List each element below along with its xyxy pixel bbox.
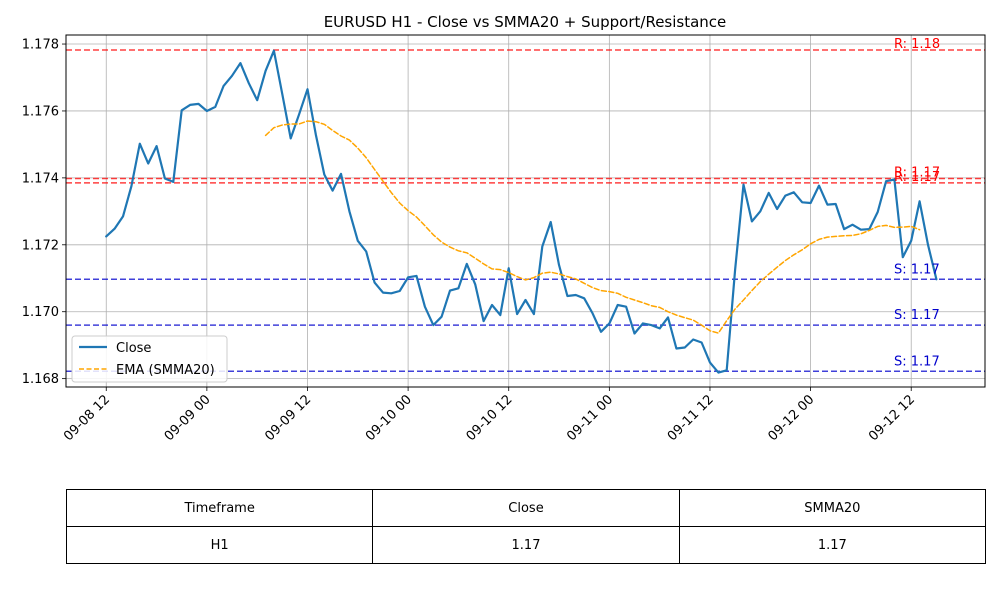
x-tick-label: 09-11 12 (665, 392, 717, 444)
table-cell-timeframe: H1 (65, 526, 374, 564)
table-header-row: Timeframe Close SMMA20 (65, 489, 987, 527)
x-tick-label: 09-08 12 (61, 392, 113, 444)
table-header-timeframe: Timeframe (65, 489, 374, 527)
resistance-label: R: 1.18 (894, 37, 940, 52)
table-cell-close: 1.17 (372, 526, 680, 564)
resistance-label: R: 1.17 (894, 170, 940, 185)
y-tick-label: 1.178 (22, 38, 59, 53)
legend-box (71, 335, 228, 383)
y-tick-label: 1.168 (22, 372, 59, 387)
table-row: H1 1.17 1.17 (65, 526, 987, 564)
y-tick-label: 1.174 (22, 171, 59, 186)
x-tick-label: 09-10 12 (464, 392, 516, 444)
y-tick-label: 1.176 (22, 104, 59, 119)
support-resistance-lines (66, 49, 985, 373)
x-tick-label: 09-10 00 (363, 392, 415, 444)
legend-smma-label: EMA (SMMA20) (116, 363, 215, 378)
x-tick-label: 09-11 00 (564, 392, 616, 444)
grid (66, 35, 985, 387)
plot-frame (65, 34, 986, 388)
legend: Close EMA (SMMA20) (71, 335, 228, 383)
x-tick-label: 09-12 12 (866, 392, 918, 444)
close-line (105, 49, 938, 374)
support-label: S: 1.17 (894, 354, 940, 369)
y-tick-label: 1.170 (22, 305, 59, 320)
x-tick-label: 09-09 00 (162, 392, 214, 444)
support-resistance-labels: R: 1.18 R: 1.17R: 1.17 S: 1.17 S: 1.17 S: 1.… (894, 37, 940, 369)
legend-close-label: Close (116, 341, 151, 356)
smma20-line (264, 120, 921, 334)
support-label: S: 1.17 (894, 308, 940, 323)
table-header-smma20: SMMA20 (678, 489, 987, 527)
resistance-label: R: 1.17 (894, 166, 940, 181)
summary-table: Timeframe Close SMMA20 H1 1.17 1.17 (65, 489, 987, 564)
y-tick-label: 1.172 (22, 238, 59, 253)
x-tick-label: 09-12 00 (765, 392, 817, 444)
chart-title: EURUSD H1 - Close vs SMMA20 + Support/Re… (324, 13, 727, 31)
x-tick-label: 09-09 12 (262, 392, 314, 444)
table-header-close: Close (372, 489, 680, 527)
axis-ticks: 1.168 1.170 1.172 1.174 1.176 1.178 09-08 12 09… (22, 38, 918, 445)
support-label: S: 1.17 (894, 262, 940, 277)
table-cell-smma20: 1.17 (678, 526, 987, 564)
series (105, 49, 938, 374)
